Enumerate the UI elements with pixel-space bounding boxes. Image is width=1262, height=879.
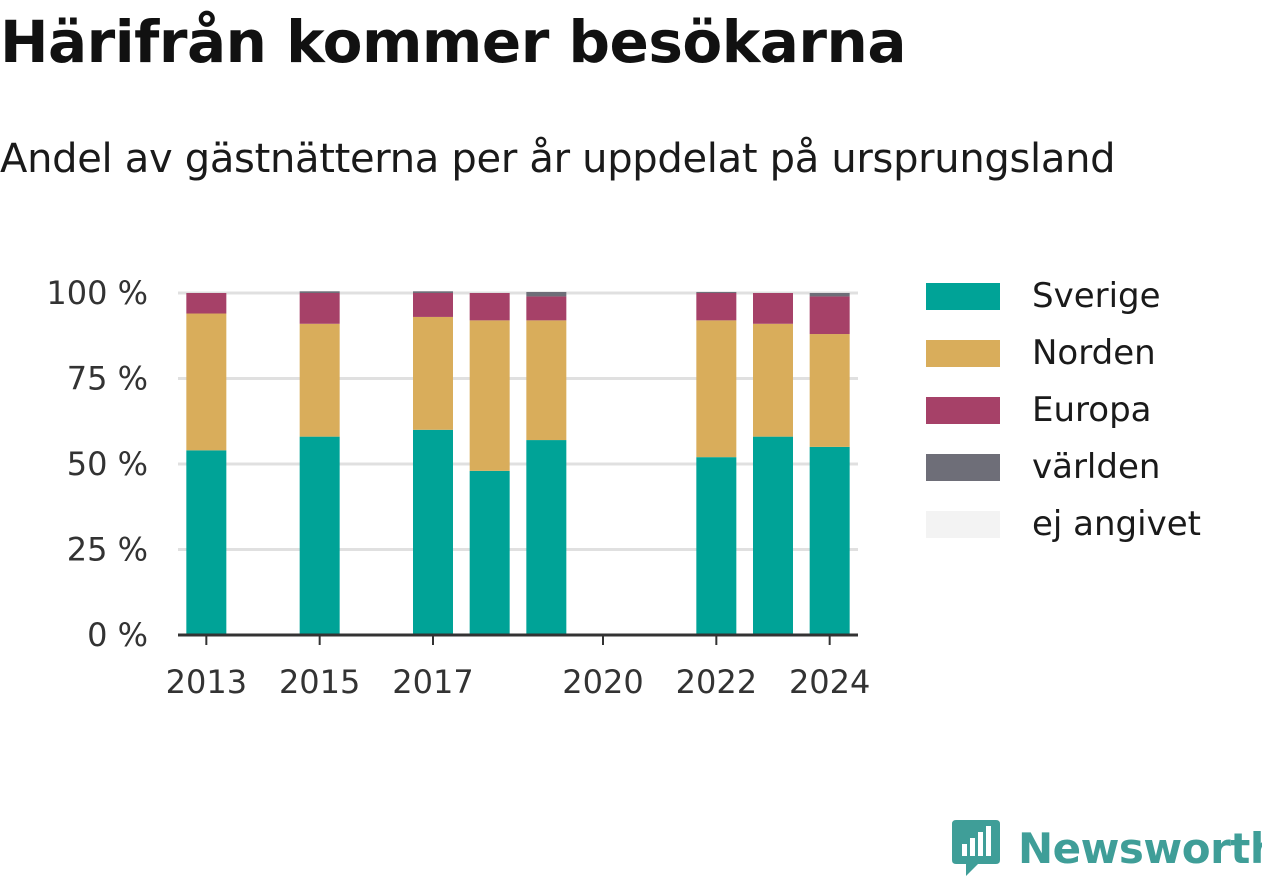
legend-swatch	[926, 339, 1000, 367]
bar-segment-världen-2017	[413, 291, 453, 293]
bar-segment-Norden-2022	[696, 320, 737, 458]
legend-swatch	[926, 396, 1000, 424]
newsworthy-logo: Newsworthy	[950, 818, 1262, 878]
legend-item-Sverige: Sverige	[926, 276, 1161, 316]
bar-segment-Sverige-2019	[526, 440, 567, 635]
x-tick-label: 2013	[166, 663, 247, 701]
y-tick-label: 100 %	[46, 274, 148, 312]
y-tick-label: 50 %	[67, 445, 148, 483]
bar-segment-världen-2022	[696, 291, 737, 293]
bar-segment-Norden-2024	[809, 334, 850, 447]
bar-segment-världen-2019	[526, 291, 567, 297]
bar-segment-Europa-2022	[696, 293, 737, 321]
bar-segment-Norden-2015	[299, 323, 340, 437]
bar-segment-Norden-2018	[469, 320, 510, 471]
bar-segment-Norden-2013	[186, 313, 227, 451]
legend-item-Europa: Europa	[926, 390, 1151, 430]
bar-segment-Norden-2023	[753, 323, 793, 437]
legend-label: Norden	[1032, 333, 1156, 373]
chart-subtitle: Andel av gästnätterna per år uppdelat på…	[0, 136, 1116, 182]
bar-segment-Norden-2017	[413, 316, 453, 430]
bar-segment-världen-2024	[809, 293, 850, 297]
legend-swatch	[926, 510, 1000, 538]
legend-item-ej-angivet: ej angivet	[926, 504, 1201, 544]
legend-item-världen: världen	[926, 447, 1160, 487]
legend-label: Europa	[1032, 390, 1152, 430]
bar-segment-Europa-2013	[186, 293, 227, 314]
x-tick-label: 2022	[676, 663, 757, 701]
legend-label: ej angivet	[1032, 504, 1201, 544]
legend-item-Norden: Norden	[926, 333, 1156, 373]
y-tick-label: 25 %	[67, 531, 148, 569]
bar-segment-Sverige-2013	[186, 450, 227, 635]
y-tick-label: 0 %	[87, 616, 148, 654]
bar-segment-Europa-2018	[469, 293, 510, 321]
bar-segment-världen-2015	[299, 291, 340, 293]
bar-segment-Europa-2019	[526, 296, 567, 321]
bar-segment-Sverige-2023	[753, 436, 793, 635]
bar-segment-Sverige-2017	[413, 429, 453, 635]
legend-label: världen	[1032, 447, 1161, 487]
bar-segment-Sverige-2018	[469, 470, 510, 635]
x-tick-label: 2020	[562, 663, 643, 701]
x-tick-label: 2024	[789, 663, 870, 701]
brand-name: Newsworthy	[1018, 823, 1262, 873]
legend-swatch	[926, 282, 1000, 310]
bar-segment-Europa-2024	[809, 296, 850, 335]
bar-segment-Europa-2015	[299, 293, 340, 324]
legend-label: Sverige	[1032, 276, 1161, 316]
x-tick-label: 2015	[279, 663, 360, 701]
bar-segment-Sverige-2022	[696, 457, 737, 635]
y-tick-label: 75 %	[67, 360, 148, 398]
bar-chart-speech-icon	[952, 820, 1000, 876]
x-tick-label: 2017	[392, 663, 473, 701]
bar-segment-Norden-2019	[526, 320, 567, 441]
bar-segment-Europa-2023	[753, 293, 793, 324]
chart-title: Härifrån kommer besökarna	[0, 8, 906, 76]
bar-segment-Sverige-2015	[299, 436, 340, 635]
bar-segment-Europa-2017	[413, 293, 453, 317]
legend-swatch	[926, 453, 1000, 481]
bar-segment-Sverige-2024	[809, 446, 850, 635]
